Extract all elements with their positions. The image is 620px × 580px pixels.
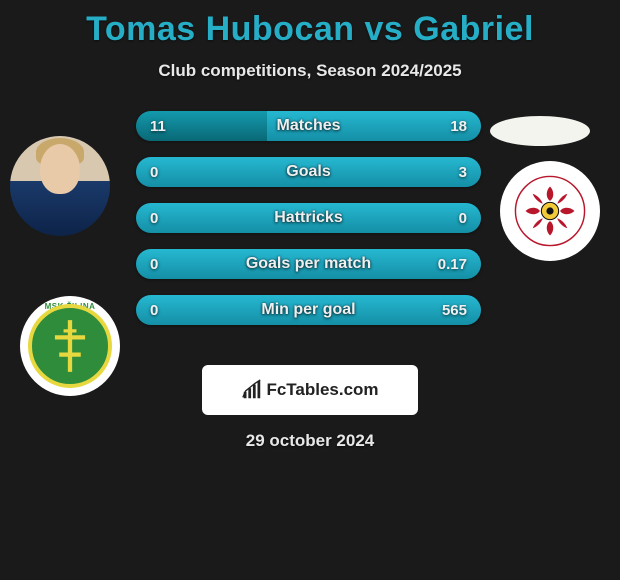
player-right-placeholder bbox=[490, 116, 590, 146]
stat-row: 1118Matches bbox=[136, 111, 481, 141]
stat-row: 03Goals bbox=[136, 157, 481, 187]
chart-icon bbox=[241, 379, 263, 401]
date-text: 29 october 2024 bbox=[0, 431, 620, 451]
shield-cross-icon bbox=[48, 318, 92, 374]
stat-row: 00.17Goals per match bbox=[136, 249, 481, 279]
brand-text: FcTables.com bbox=[266, 380, 378, 400]
stat-row: 00Hattricks bbox=[136, 203, 481, 233]
stat-label: Goals per match bbox=[136, 255, 481, 273]
comparison-panel: MSK ŽILINA bbox=[0, 111, 620, 325]
subtitle: Club competitions, Season 2024/2025 bbox=[0, 61, 620, 81]
player-right-crest bbox=[500, 161, 600, 261]
ruzomberok-crest-icon bbox=[514, 175, 586, 247]
stat-bars: 1118Matches 03Goals 00Hattricks 00.17Goals … bbox=[136, 111, 481, 325]
stat-row: 0565Min per goal bbox=[136, 295, 481, 325]
stat-label: Min per goal bbox=[136, 301, 481, 319]
player-left-crest: MSK ŽILINA bbox=[20, 296, 120, 396]
brand-box: FcTables.com bbox=[202, 365, 418, 415]
stat-label: Hattricks bbox=[136, 209, 481, 227]
stat-label: Goals bbox=[136, 163, 481, 181]
player-left-avatar bbox=[10, 136, 110, 236]
page-title: Tomas Hubocan vs Gabriel bbox=[0, 0, 620, 49]
stat-label: Matches bbox=[136, 117, 481, 135]
